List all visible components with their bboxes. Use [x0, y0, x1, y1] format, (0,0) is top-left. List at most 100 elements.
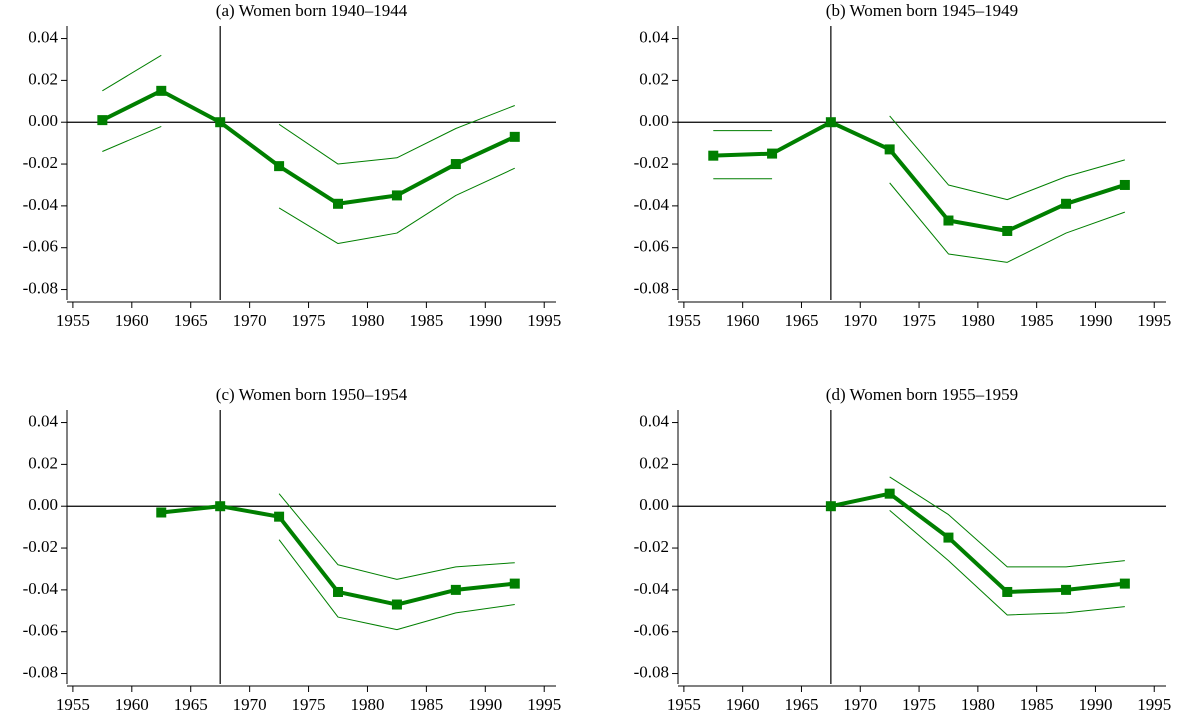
x-tick-label: 1995: [1137, 311, 1171, 330]
x-tick-label: 1985: [1020, 695, 1054, 714]
y-tick-label: -0.06: [634, 237, 669, 256]
marker: [884, 488, 895, 499]
marker: [1061, 584, 1072, 595]
panel-title: (d) Women born 1955–1959: [826, 385, 1018, 404]
ci-line: [889, 476, 1125, 568]
x-tick-label: 1970: [233, 311, 267, 330]
ci-line: [713, 115, 1125, 201]
marker: [333, 198, 344, 209]
marker: [825, 501, 836, 512]
x-tick-label: 1970: [843, 695, 877, 714]
x-tick-label: 1965: [784, 311, 818, 330]
ci-line: [102, 54, 515, 165]
x-tick-label: 1995: [1137, 695, 1171, 714]
x-tick-label: 1990: [1078, 311, 1112, 330]
y-tick-label: 0.00: [28, 111, 58, 130]
marker: [215, 501, 226, 512]
x-tick-label: 1985: [1020, 311, 1054, 330]
y-tick-label: 0.02: [639, 69, 669, 88]
x-tick-label: 1965: [174, 695, 208, 714]
x-tick-label: 1980: [961, 311, 995, 330]
x-tick-label: 1990: [468, 311, 502, 330]
x-tick-label: 1970: [843, 311, 877, 330]
y-tick-label: -0.08: [634, 662, 669, 681]
marker: [825, 117, 836, 128]
estimate-line: [830, 491, 1126, 594]
marker: [274, 161, 285, 172]
x-tick-label: 1960: [115, 695, 149, 714]
y-tick-label: 0.04: [639, 27, 669, 46]
marker: [943, 215, 954, 226]
y-tick-label: -0.02: [23, 153, 58, 172]
x-tick-label: 1975: [902, 695, 936, 714]
y-tick-label: 0.00: [639, 495, 669, 514]
marker: [1119, 179, 1130, 190]
y-tick-label: 0.02: [28, 69, 58, 88]
ci-line: [713, 178, 1126, 263]
x-tick-label: 1980: [961, 695, 995, 714]
y-tick-label: -0.04: [23, 195, 59, 214]
y-tick-label: -0.08: [23, 662, 58, 681]
y-tick-label: -0.02: [23, 537, 58, 556]
marker: [1002, 586, 1013, 597]
x-tick-label: 1960: [115, 311, 149, 330]
marker: [767, 148, 778, 159]
marker: [1119, 578, 1130, 589]
y-tick-label: -0.06: [23, 621, 58, 640]
x-tick-label: 1985: [409, 695, 443, 714]
x-tick-label: 1970: [233, 695, 267, 714]
x-tick-label: 1965: [784, 695, 818, 714]
marker: [1061, 198, 1072, 209]
y-tick-label: 0.00: [28, 495, 58, 514]
x-tick-label: 1960: [726, 311, 760, 330]
y-tick-label: -0.02: [634, 537, 669, 556]
y-tick-label: -0.08: [23, 278, 58, 297]
x-tick-label: 1995: [527, 695, 561, 714]
x-tick-label: 1995: [527, 311, 561, 330]
panel-title: (c) Women born 1950–1954: [216, 385, 408, 404]
x-tick-label: 1975: [902, 311, 936, 330]
ci-line: [102, 125, 515, 245]
ci-line: [889, 510, 1125, 616]
x-tick-label: 1990: [468, 695, 502, 714]
x-tick-label: 1955: [56, 311, 90, 330]
marker: [97, 115, 108, 126]
panel: (c) Women born 1950–1954 0.04 0.02 0.00 -0.0…: [23, 385, 562, 714]
marker: [450, 159, 461, 170]
marker: [509, 131, 520, 142]
y-tick-label: -0.02: [634, 153, 669, 172]
panel-title: (a) Women born 1940–1944: [216, 1, 408, 20]
marker: [943, 532, 954, 543]
marker: [884, 144, 895, 155]
y-tick-label: 0.00: [639, 111, 669, 130]
y-tick-label: -0.08: [634, 278, 669, 297]
x-tick-label: 1965: [174, 311, 208, 330]
x-tick-label: 1985: [409, 311, 443, 330]
y-tick-label: 0.02: [639, 453, 669, 472]
y-tick-label: 0.02: [28, 453, 58, 472]
marker: [156, 85, 167, 96]
ci-line: [278, 493, 515, 580]
marker: [156, 507, 167, 518]
x-tick-label: 1955: [667, 695, 701, 714]
marker: [450, 584, 461, 595]
y-tick-label: 0.04: [28, 27, 58, 46]
marker: [274, 511, 285, 522]
ci-line: [278, 539, 515, 631]
y-tick-label: 0.04: [639, 411, 669, 430]
marker: [391, 190, 402, 201]
marker: [509, 578, 520, 589]
marker: [333, 586, 344, 597]
x-tick-label: 1955: [56, 695, 90, 714]
marker: [215, 117, 226, 128]
x-tick-label: 1990: [1078, 695, 1112, 714]
x-tick-label: 1960: [726, 695, 760, 714]
y-tick-label: -0.06: [23, 237, 58, 256]
y-tick-label: -0.06: [634, 621, 669, 640]
x-tick-label: 1975: [292, 311, 326, 330]
y-tick-label: -0.04: [634, 195, 670, 214]
marker: [708, 150, 719, 161]
panel: (d) Women born 1955–1959 0.04 0.02 0.00 -0.0…: [634, 385, 1172, 714]
